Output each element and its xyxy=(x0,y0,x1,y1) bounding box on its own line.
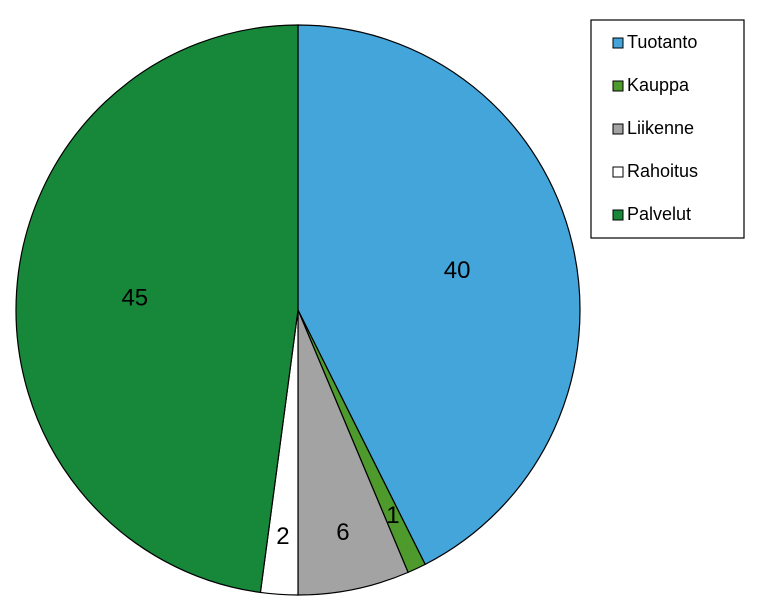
data-label: 2 xyxy=(276,523,289,550)
legend-swatch xyxy=(612,166,624,178)
legend-swatch xyxy=(612,209,624,221)
legend-swatch xyxy=(612,80,624,92)
legend-label: Tuotanto xyxy=(627,32,697,52)
data-label: 1 xyxy=(386,502,399,529)
legend-label: Kauppa xyxy=(627,75,690,95)
legend-label: Rahoitus xyxy=(627,161,698,181)
pie-slice xyxy=(15,24,299,594)
data-label: 6 xyxy=(336,519,349,546)
data-label: 40 xyxy=(444,257,471,284)
legend-swatch xyxy=(612,123,624,135)
legend-label: Liikenne xyxy=(627,118,694,138)
legend-swatch xyxy=(612,37,624,49)
pie-slice xyxy=(297,24,581,566)
data-label: 45 xyxy=(121,284,148,311)
pie-slice xyxy=(297,309,409,596)
legend-label: Palvelut xyxy=(627,204,691,224)
